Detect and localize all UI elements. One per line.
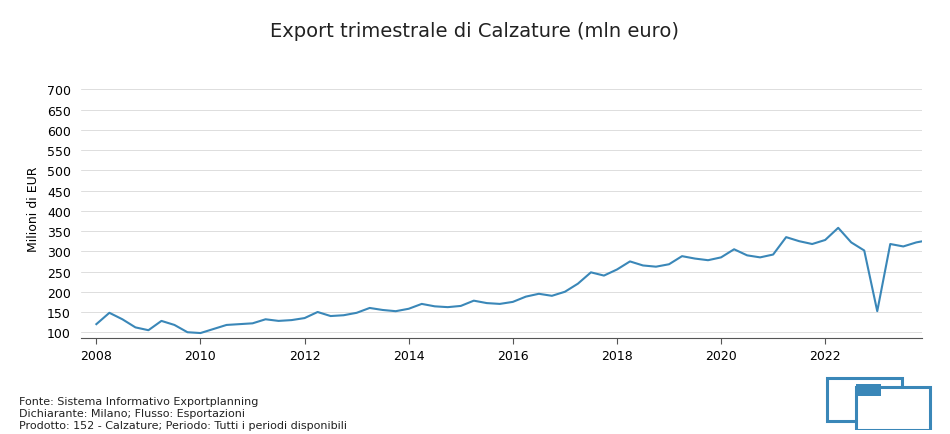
Text: Export trimestrale di Calzature (mln euro): Export trimestrale di Calzature (mln eur… (271, 22, 679, 41)
Bar (827, 378, 902, 421)
Bar (856, 384, 881, 396)
Text: Fonte: Sistema Informativo Exportplanning
Dichiarante: Milano; Flusso: Esportazi: Fonte: Sistema Informativo Exportplannin… (19, 397, 347, 430)
Bar (856, 387, 930, 430)
Y-axis label: Milioni di EUR: Milioni di EUR (28, 166, 40, 251)
